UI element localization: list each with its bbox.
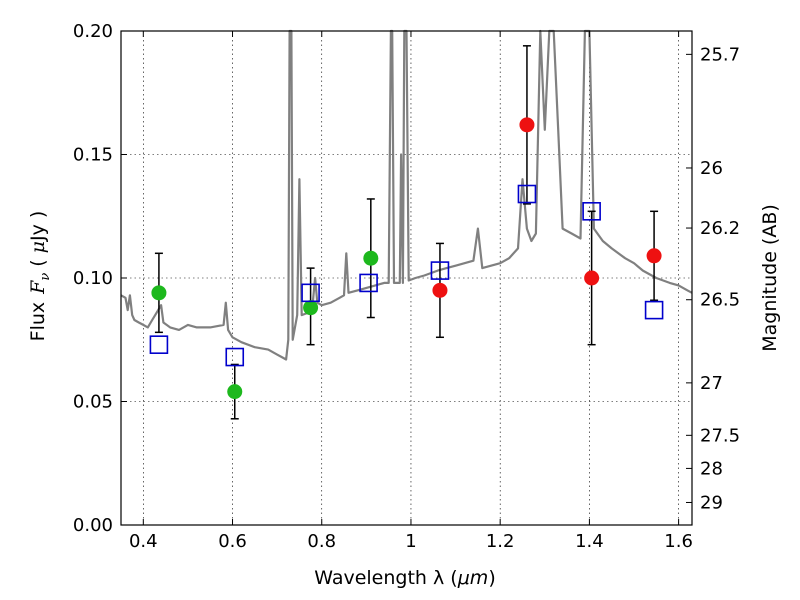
y2-tick-label: 29 — [700, 492, 723, 513]
y2-tick-label: 25.7 — [700, 44, 740, 65]
red-data-point — [646, 248, 662, 264]
x-tick-label: 1.6 — [664, 531, 693, 552]
model-square — [582, 202, 601, 221]
y-tick-label: 0.20 — [73, 21, 113, 42]
model-square — [301, 283, 320, 303]
y2-tick-label: 27 — [700, 373, 723, 394]
y-ticks: 0.00 0.05 0.10 0.15 0.20 — [73, 21, 127, 536]
green-data-point — [303, 300, 319, 316]
y2-tick-label: 26.2 — [700, 218, 740, 239]
red-data-point — [432, 282, 448, 298]
model-square — [644, 300, 664, 320]
model-square — [430, 261, 450, 280]
model-square — [359, 273, 378, 293]
y-tick-label: 0.05 — [73, 392, 113, 413]
spectrum-line — [120, 29, 693, 361]
x-tick-label: 1.4 — [575, 531, 604, 552]
y-tick-label: 0.10 — [73, 268, 113, 289]
x-tick-label: 0.6 — [218, 531, 247, 552]
model-square — [225, 347, 245, 367]
y2-tick-label: 27.5 — [700, 425, 740, 446]
model-square — [149, 335, 169, 354]
spectrum-series — [120, 29, 693, 361]
x-tick-label: 0.8 — [307, 531, 336, 552]
red-data-point — [519, 117, 535, 133]
x-tick-label: 1 — [405, 531, 416, 552]
y2-ticks: 25.7 26 26.2 26.5 27 27.5 28 29 — [686, 44, 740, 513]
y2-tick-label: 26 — [700, 158, 723, 179]
model-square — [517, 184, 537, 204]
x-tick-label: 0.4 — [129, 531, 158, 552]
y2-tick-label: 26.5 — [700, 290, 740, 311]
red-data-point — [584, 270, 600, 286]
x-ticks: 0.4 0.6 0.8 1 1.2 1.4 1.6 — [129, 31, 693, 552]
x-tick-label: 1.2 — [486, 531, 515, 552]
green-data-point — [151, 285, 167, 301]
green-data-point — [363, 250, 379, 266]
y2-tick-label: 28 — [700, 458, 723, 479]
y-axis-label: FluxFν( μJy ) — [27, 211, 53, 342]
y2-axis-label: Magnitude (AB) — [759, 204, 781, 352]
x-axis-label: Wavelength λ (μm) — [314, 567, 495, 589]
y-tick-label: 0.00 — [73, 515, 113, 536]
y-tick-label: 0.15 — [73, 145, 113, 166]
data-markers — [149, 45, 664, 420]
green-data-point — [227, 384, 243, 400]
